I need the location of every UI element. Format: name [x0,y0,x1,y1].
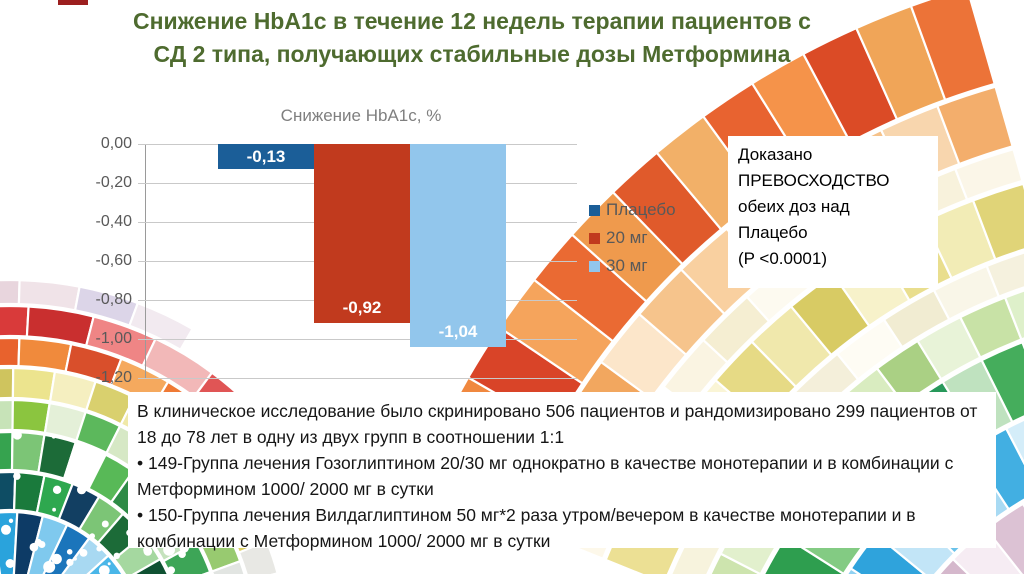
y-tick-label: -0,80 [95,291,132,308]
bar-value-label: -0,92 [342,298,382,317]
study-description-paragraph: В клиническое исследование было скриниро… [137,401,978,447]
legend-item: Плацебо [589,200,676,220]
legend-label: 20 мг [606,228,648,247]
slide-title-line1: Снижение HbA1c в течение 12 недель терап… [133,8,811,34]
y-tick-label: -0,40 [95,213,132,230]
gridline [138,339,577,340]
y-tick-label: 0,00 [100,135,132,152]
y-tick-label: -1,20 [95,369,132,386]
slide-title-line2: СД 2 типа, получающих стабильные дозы Ме… [153,41,791,67]
callout-line: Плацебо [738,223,808,242]
gridline [138,378,577,379]
callout-line: Доказано [738,145,813,164]
y-tick-label: -1,00 [95,330,132,347]
bar-30-мг: -1,04 [410,144,506,347]
bar-плацебо: -0,13 [218,144,314,169]
legend-item: 30 мг [589,256,676,276]
slide-title: Снижение HbA1c в течение 12 недель терап… [22,5,922,71]
legend-swatch [589,261,600,272]
legend-swatch [589,233,600,244]
chart-legend: Плацебо 20 мг 30 мг [589,200,676,284]
legend-swatch [589,205,600,216]
chart-title: Снижение HbA1c, % [280,106,442,125]
legend-label: 30 мг [606,256,648,275]
callout-line: обеих доз над [738,197,850,216]
callout-line: ПРЕВОСХОДСТВО [738,171,890,190]
study-description-text: В клиническое исследование было скриниро… [128,392,996,551]
y-tick-label: -0,60 [95,252,132,269]
y-tick-label: -0,20 [95,174,132,191]
top-edge-red-tile-decoration [58,0,88,5]
bar-value-label: -0,13 [246,147,286,166]
bar-value-label: -1,04 [438,322,478,341]
study-description-bullet-149: • 149-Группа лечения Гозоглиптином 20/30… [137,453,954,499]
study-description-bullet-150: • 150-Группа лечения Вилдаглиптином 50 м… [137,505,916,551]
legend-label: Плацебо [606,200,676,219]
legend-item: 20 мг [589,228,676,248]
bar-20-мг: -0,92 [314,144,410,323]
superiority-callout-box: Доказано ПРЕВОСХОДСТВО обеих доз над Пла… [728,136,938,288]
callout-line: (P <0.0001) [738,249,828,268]
